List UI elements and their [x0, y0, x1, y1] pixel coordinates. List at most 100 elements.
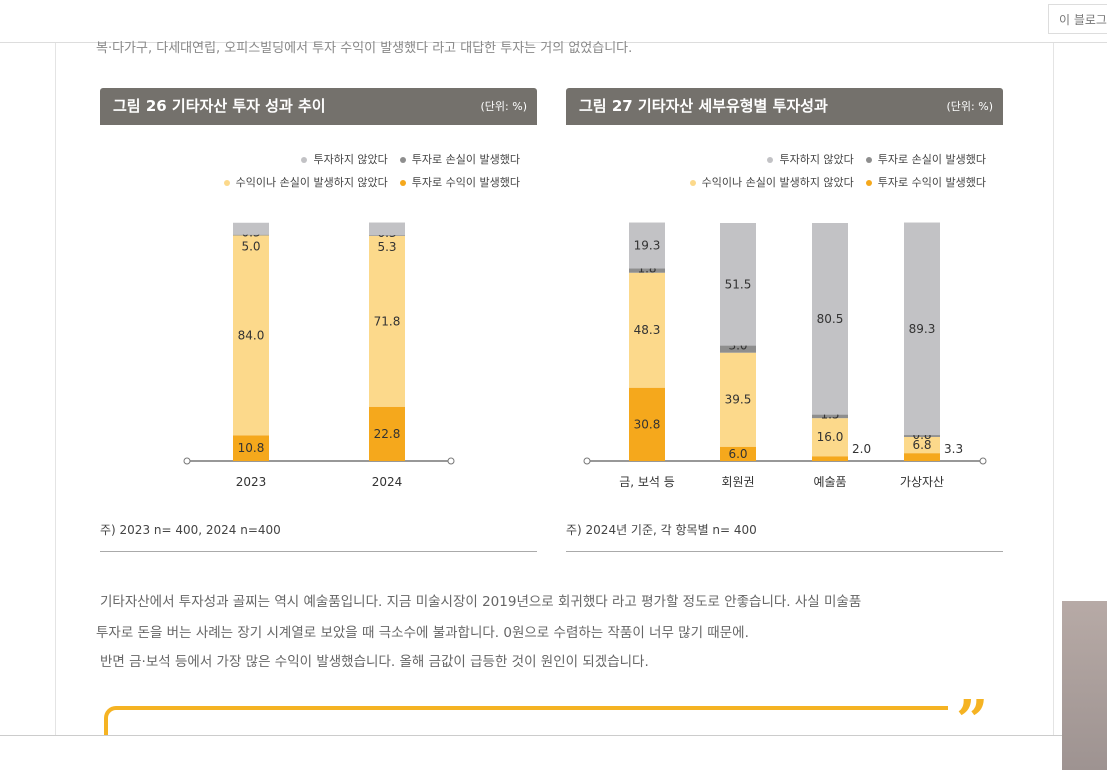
side-thumbnail	[1062, 601, 1107, 770]
data-label: 3.3	[944, 442, 963, 456]
cut-off-text: 복·다가구, 다세대연립, 오피스빌딩에서 투자 수익이 발생했다 라고 대답한…	[96, 41, 633, 56]
figure-title: 그림 26 기타자산 투자 성과 추이	[113, 97, 326, 115]
bar-segment	[233, 235, 269, 436]
bar-segment	[629, 272, 665, 388]
bar-segment	[904, 222, 940, 436]
legend-item: 수익이나 손실이 발생하지 않았다	[223, 176, 388, 189]
browser-top-bar	[0, 0, 1107, 43]
bar-segment	[812, 456, 848, 461]
legend-dot-icon	[399, 180, 406, 186]
bar-segment	[904, 453, 940, 461]
quote-box	[104, 706, 948, 750]
legend-item: 투자하지 않았다	[301, 153, 388, 166]
legend-label: 투자로 손실이 발생했다	[411, 153, 520, 166]
legend-item: 투자로 수익이 발생했다	[865, 176, 986, 189]
bar-segment	[369, 235, 405, 407]
x-tick-label: 회원권	[721, 475, 754, 489]
unit-label: (단위: %)	[480, 100, 527, 113]
data-label: 71.8	[374, 314, 401, 328]
legend-label: 투자로 수익이 발생했다	[877, 176, 986, 189]
data-label: 2.0	[852, 442, 871, 456]
data-label: 51.5	[725, 277, 752, 291]
bar-segment	[629, 222, 665, 269]
bar-segment	[369, 235, 405, 236]
bar-segment	[812, 418, 848, 457]
data-label: 10.8	[238, 441, 265, 455]
data-label: 84.0	[238, 328, 265, 342]
x-tick-label: 2024	[372, 475, 403, 489]
bar-segment	[233, 222, 269, 235]
paragraph-line: 기타자산에서 투자성과 골찌는 역시 예술품입니다. 지금 미술시장이 2019…	[100, 594, 862, 610]
legend-dot-icon	[865, 157, 872, 163]
data-label: 5.0	[241, 240, 260, 254]
bar-segment	[233, 234, 269, 236]
legend-label: 투자로 수익이 발생했다	[411, 176, 520, 189]
bar-segment	[812, 414, 848, 419]
bar-segment	[629, 268, 665, 273]
bar-segment	[720, 352, 756, 447]
figure-title: 그림 27 기타자산 세부유형별 투자성과	[579, 97, 828, 115]
bar-segment	[812, 223, 848, 415]
divider	[100, 551, 537, 552]
bar-segment	[720, 223, 756, 346]
bar-segment	[720, 446, 756, 461]
data-label: 80.5	[817, 312, 844, 326]
legend-label: 투자하지 않았다	[313, 153, 388, 166]
legend-dot-icon	[223, 180, 230, 186]
legend-label: 수익이나 손실이 발생하지 않았다	[701, 176, 854, 189]
x-tick-label: 금, 보석 등	[619, 475, 675, 489]
figure-27-header: 그림 27 기타자산 세부유형별 투자성과 (단위: %)	[566, 88, 1003, 125]
data-label: 39.5	[725, 393, 752, 407]
bar-segment	[904, 435, 940, 437]
legend-label: 투자로 손실이 발생했다	[877, 153, 986, 166]
axis-end	[183, 457, 191, 465]
paragraph-line: 투자로 돈을 버는 사례는 장기 시계열로 보았을 때 극소수에 불과합니다. …	[96, 625, 749, 641]
divider	[566, 551, 1003, 552]
x-tick-label: 예술품	[813, 475, 846, 489]
data-label: 89.3	[909, 322, 936, 336]
legend-label: 수익이나 손실이 발생하지 않았다	[235, 176, 388, 189]
legend-item: 투자로 손실이 발생했다	[399, 153, 520, 166]
x-tick-label: 2023	[236, 475, 267, 489]
data-label: 6.0	[728, 447, 747, 461]
blog-search-button[interactable]: 이 블로그	[1048, 4, 1107, 34]
axis-end	[447, 457, 455, 465]
axis-end	[583, 457, 591, 465]
legend-dot-icon	[301, 157, 308, 163]
legend-item: 투자하지 않았다	[767, 153, 854, 166]
figure-26-header: 그림 26 기타자산 투자 성과 추이 (단위: %)	[100, 88, 537, 125]
data-label: 30.8	[634, 417, 661, 431]
bar-segment	[629, 387, 665, 461]
chart-note: 주) 2024년 기준, 각 항목별 n= 400	[566, 523, 757, 537]
bar-segment	[233, 435, 269, 461]
legend-label: 투자하지 않았다	[779, 153, 854, 166]
chart-27: 30.848.31.819.3금, 보석 등6.039.53.051.5회원권2…	[583, 222, 987, 489]
legend-item: 수익이나 손실이 발생하지 않았다	[689, 176, 854, 189]
bottom-bar	[0, 735, 1062, 771]
paragraph-line: 반면 금·보석 등에서 가장 많은 수익이 발생했습니다. 올해 금값이 급등한…	[100, 654, 649, 670]
bar-segment	[720, 345, 756, 353]
x-tick-label: 가상자산	[900, 475, 944, 489]
legend-dot-icon	[865, 180, 872, 186]
unit-label: (단위: %)	[946, 100, 993, 113]
bar-segment	[369, 222, 405, 236]
data-label: 16.0	[817, 430, 844, 444]
legend-dot-icon	[399, 157, 406, 163]
bar-segment	[904, 436, 940, 454]
data-label: 6.8	[912, 438, 931, 452]
legend-item: 투자로 손실이 발생했다	[865, 153, 986, 166]
legend-item: 투자로 수익이 발생했다	[399, 176, 520, 189]
legend-dot-icon	[767, 157, 774, 163]
chart-note: 주) 2023 n= 400, 2024 n=400	[100, 523, 281, 537]
data-label: 48.3	[634, 323, 661, 337]
data-label: 22.8	[374, 427, 401, 441]
axis-end	[979, 457, 987, 465]
bar-segment	[369, 406, 405, 461]
post-content-area	[55, 43, 1054, 735]
data-label: 5.3	[377, 240, 396, 254]
data-label: 19.3	[634, 238, 661, 252]
legend-dot-icon	[689, 180, 696, 186]
